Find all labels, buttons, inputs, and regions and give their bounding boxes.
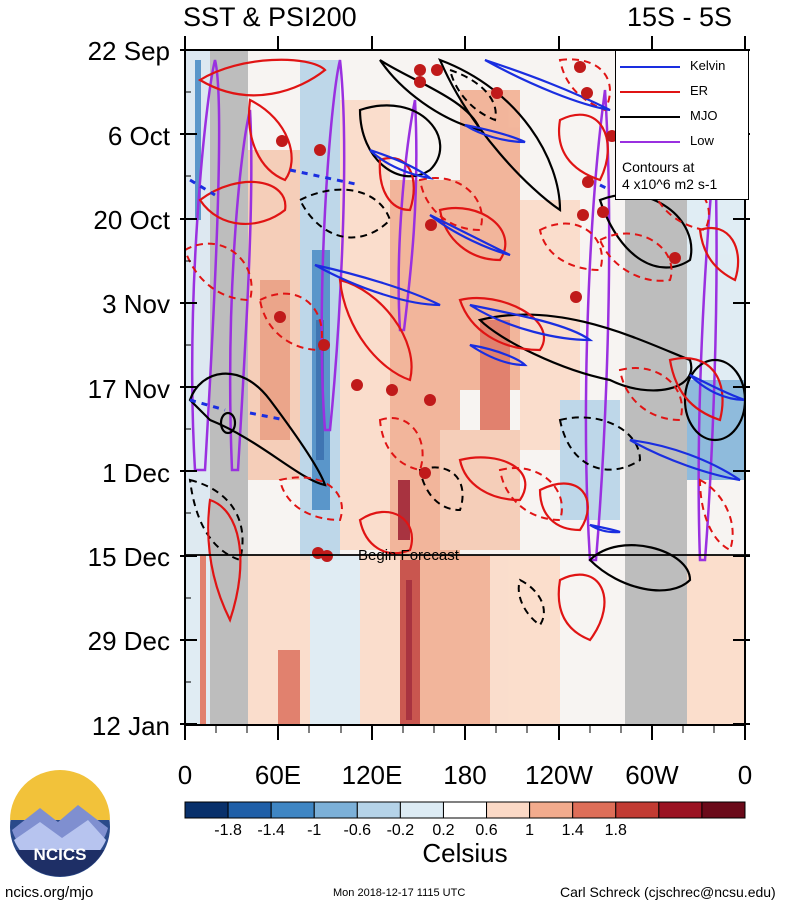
x-tick-label: 0	[177, 760, 193, 790]
er-dashed-contours	[185, 58, 734, 552]
y-axis-minor-ticks	[185, 91, 191, 683]
x-tick-label: 120W	[525, 760, 593, 790]
colorbar-swatch	[529, 801, 574, 819]
x-axis-ticks	[184, 36, 746, 740]
legend-note: Contours at 4 x10^6 m2 s-1	[622, 159, 717, 193]
legend-item-kelvin: Kelvin	[620, 58, 740, 74]
colorbar-tick-label: -1.4	[257, 822, 285, 839]
colorbar-swatch	[572, 801, 617, 819]
x-axis-minor-ticks	[215, 725, 715, 733]
y-tick-label: 6 Oct	[107, 121, 170, 151]
x-tick-label: 180	[443, 760, 487, 790]
y-tick-label: 12 Jan	[91, 711, 170, 741]
logo-text: NCICS	[34, 845, 87, 864]
mjo-dashed-contours	[188, 68, 642, 627]
legend-label: Kelvin	[690, 58, 726, 73]
colorbar-swatch	[658, 801, 703, 819]
legend-item-mjo: MJO	[620, 108, 740, 124]
legend-label: MJO	[690, 108, 718, 123]
y-tick-label: 1 Dec	[102, 458, 170, 488]
y-tick-label: 29 Dec	[87, 626, 170, 656]
colorbar-tick-label: 0.6	[475, 822, 498, 839]
colorbar-tick-label: 1.4	[561, 822, 584, 839]
colorbar-swatch	[615, 801, 660, 819]
y-tick-label: 20 Oct	[93, 205, 170, 235]
plot-region: 15S - 5S	[627, 2, 733, 32]
colorbar-swatch	[313, 801, 358, 819]
colorbar-swatch	[399, 801, 444, 819]
colorbar-swatch	[486, 801, 531, 819]
y-tick-label: 22 Sep	[87, 36, 170, 66]
legend: Kelvin ER MJO Low Contours at 4 x10^6 m2…	[615, 50, 749, 200]
colorbar-swatch	[184, 801, 229, 819]
colorbar-swatch	[227, 801, 272, 819]
legend-note-line: Contours at	[622, 159, 695, 175]
colorbar-swatch	[442, 801, 488, 819]
footer-author: Carl Schreck (cjschrec@ncsu.edu)	[560, 884, 776, 900]
x-tick-label: 60E	[254, 760, 302, 790]
footer-url[interactable]: ncics.org/mjo	[5, 884, 94, 901]
cyclone-markers	[274, 61, 681, 562]
colorbar-label: Celsius	[422, 838, 508, 868]
colorbar-tick-label: -1	[307, 822, 322, 839]
colorbar-tick-label: -1.8	[214, 822, 242, 839]
x-tick-label: 60W	[625, 760, 679, 790]
legend-label: ER	[690, 83, 709, 98]
y-tick-label: 15 Dec	[87, 542, 170, 572]
colorbar-swatch	[356, 801, 401, 819]
colorbar-tick-label: 1	[525, 822, 535, 839]
ncics-logo: NCICS	[10, 770, 110, 877]
colorbar-tick-label: -0.6	[343, 822, 372, 839]
colorbar-tick-label: -0.2	[386, 822, 415, 839]
x-tick-label: 120E	[341, 760, 403, 790]
colorbar	[184, 801, 746, 819]
colorbar-tick-label: 1.8	[604, 822, 627, 839]
colorbar-tick-label: 0.2	[432, 822, 455, 839]
legend-note-line: 4 x10^6 m2 s-1	[622, 176, 718, 192]
footer-timestamp: Mon 2018-12-17 1115 UTC	[333, 887, 466, 899]
legend-item-low: Low	[620, 133, 740, 149]
kelvin-dashed-contours	[189, 168, 611, 422]
y-tick-label: 17 Nov	[87, 374, 170, 404]
begin-forecast-label: Begin Forecast	[358, 547, 459, 564]
legend-item-er: ER	[620, 83, 740, 99]
legend-label: Low	[690, 133, 714, 148]
kelvin-contours	[314, 58, 745, 534]
x-tick-label: 0	[737, 760, 753, 790]
plot-title: SST & PSI200	[183, 2, 357, 32]
colorbar-swatch	[701, 801, 746, 819]
y-tick-label: 3 Nov	[102, 289, 170, 319]
colorbar-swatch	[270, 801, 315, 819]
